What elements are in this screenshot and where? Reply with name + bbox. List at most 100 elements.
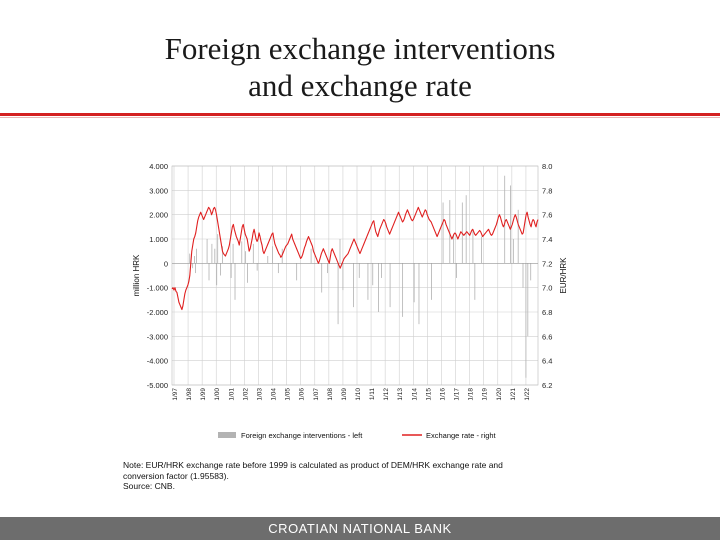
intervention-bar <box>232 243 234 264</box>
intervention-bar <box>339 239 341 264</box>
exchange-rate-line <box>171 206 539 311</box>
legend-label-exchange-rate: Exchange rate - right <box>426 431 497 440</box>
intervention-bar <box>512 239 514 264</box>
intervention-bar <box>372 263 374 286</box>
x-tick-label: 1/05 <box>285 388 292 401</box>
intervention-bar <box>230 263 232 278</box>
x-tick-label: 1/99 <box>200 388 207 401</box>
intervention-bar <box>310 248 312 264</box>
intervention-bar <box>367 263 369 300</box>
intervention-bar <box>196 248 197 264</box>
intervention-bar <box>517 209 519 264</box>
right-tick-label: 8.0 <box>542 162 552 171</box>
x-tick-label: 1/02 <box>242 388 249 401</box>
source-line: Source: CNB. <box>123 481 175 491</box>
footer-bar: CROATIAN NATIONAL BANK <box>0 517 720 540</box>
intervention-bar <box>296 263 298 281</box>
right-tick-label: 6.2 <box>542 381 552 390</box>
right-tick-label: 7.4 <box>542 235 552 244</box>
intervention-bar <box>525 263 527 378</box>
slide-title-line-1: Foreign exchange interventions <box>164 31 556 66</box>
intervention-bar <box>418 263 420 325</box>
intervention-bar <box>211 243 213 264</box>
left-tick-label: 4.000 <box>149 162 168 171</box>
slide-title-line-2: and exchange rate <box>248 68 472 103</box>
intervention-bar <box>481 236 482 264</box>
intervention-bar <box>465 195 467 264</box>
x-tick-label: 1/01 <box>228 388 235 401</box>
intervention-bar <box>216 263 218 286</box>
x-tick-label: 1/17 <box>454 388 461 401</box>
x-tick-label: 1/04 <box>271 388 278 401</box>
intervention-bar <box>378 263 379 312</box>
right-tick-label: 6.8 <box>542 308 552 317</box>
intervention-bar <box>217 234 219 264</box>
intervention-bar <box>327 263 328 274</box>
left-tick-label: -3.000 <box>147 332 168 341</box>
left-tick-label: -1.000 <box>147 284 168 293</box>
x-tick-label: 1/08 <box>327 388 334 401</box>
intervention-bar <box>389 263 391 308</box>
x-tick-label: 1/18 <box>468 388 475 401</box>
right-tick-label: 7.2 <box>542 259 552 268</box>
intervention-bar <box>413 263 415 303</box>
x-tick-label: 1/15 <box>425 388 432 401</box>
left-tick-label: 0 <box>164 259 168 268</box>
intervention-bar <box>342 263 344 291</box>
intervention-bar <box>522 263 524 288</box>
intervention-bar <box>431 263 432 300</box>
intervention-bar <box>192 263 194 269</box>
intervention-bar <box>402 263 404 317</box>
x-tick-label: 1/98 <box>186 388 193 401</box>
x-tick-label: 1/06 <box>299 388 306 401</box>
intervention-bar <box>194 256 195 264</box>
x-tick-label: 1/21 <box>510 388 517 401</box>
intervention-bar <box>456 263 457 278</box>
intervention-bar <box>208 263 210 281</box>
intervention-bar <box>504 175 506 264</box>
intervention-bar <box>245 251 247 264</box>
title-divider <box>0 113 720 116</box>
right-tick-label: 7.8 <box>542 186 552 195</box>
intervention-bar <box>252 243 254 264</box>
intervention-bar <box>195 263 196 274</box>
intervention-bar <box>353 263 354 308</box>
intervention-bar <box>234 263 236 300</box>
x-tick-label: 1/19 <box>482 388 489 401</box>
right-tick-label: 7.6 <box>542 211 552 220</box>
x-tick-label: 1/11 <box>369 388 376 401</box>
right-axis-title: EUR/HRK <box>559 257 568 294</box>
x-tick-label: 1/22 <box>524 388 531 401</box>
x-tick-label: 1/12 <box>383 388 390 401</box>
x-tick-label: 1/07 <box>313 388 320 401</box>
intervention-bar <box>256 263 258 271</box>
x-tick-label: 1/13 <box>397 388 404 401</box>
left-tick-label: 1.000 <box>149 235 168 244</box>
left-tick-label: -4.000 <box>147 357 168 366</box>
right-tick-label: 7.0 <box>542 284 552 293</box>
x-tick-label: 1/09 <box>341 388 348 401</box>
intervention-bar <box>530 263 532 281</box>
note-line-1: Note: EUR/HRK exchange rate before 1999 … <box>123 460 503 470</box>
left-tick-label: 3.000 <box>149 186 168 195</box>
x-tick-label: 1/10 <box>355 388 362 401</box>
intervention-bar <box>189 253 191 264</box>
legend-label-interventions: Foreign exchange interventions - left <box>241 431 363 440</box>
right-tick-label: 6.4 <box>542 357 552 366</box>
left-tick-label: -5.000 <box>147 381 168 390</box>
x-tick-label: 1/16 <box>439 388 446 401</box>
intervention-bar <box>472 229 474 264</box>
x-tick-label: 1/03 <box>256 388 263 401</box>
x-tick-label: 1/97 <box>172 388 179 401</box>
chart-note: Note: EUR/HRK exchange rate before 1999 … <box>123 460 643 492</box>
intervention-bar <box>206 239 208 264</box>
x-tick-label: 1/00 <box>214 388 221 401</box>
intervention-bar <box>267 256 269 264</box>
intervention-bar <box>321 263 323 293</box>
x-tick-label: 1/20 <box>496 388 503 401</box>
intervention-bar <box>474 263 476 300</box>
intervention-bar <box>247 263 248 283</box>
legend-swatch-interventions <box>218 432 236 438</box>
intervention-bar <box>449 200 451 264</box>
intervention-bar <box>442 202 444 264</box>
